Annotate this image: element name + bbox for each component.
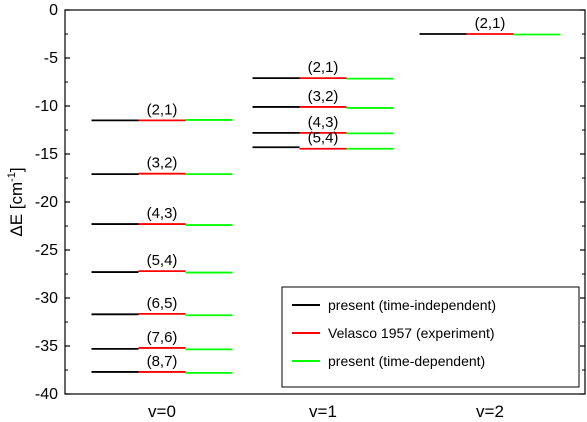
level-label: (3,2)	[308, 88, 339, 105]
level-label: (6,5)	[147, 295, 178, 312]
legend-entry-theory: present (time-independent)	[328, 297, 496, 313]
level-6: (8,7)	[91, 353, 233, 374]
level-label: (4,3)	[308, 114, 339, 131]
x-category-label-1: v=1	[309, 402, 337, 421]
legend-box	[281, 286, 580, 388]
level-10: (5,4)	[252, 130, 394, 150]
level-label: (4,3)	[147, 205, 178, 222]
level-8: (3,2)	[252, 88, 394, 109]
level-11: (2,1)	[419, 15, 561, 36]
y-tick-label-0: 0	[49, 2, 58, 19]
y-axis-label-superscript: -1	[6, 172, 18, 182]
y-axis-label-end: ]	[7, 167, 26, 172]
x-category-label-2: v=2	[476, 402, 504, 421]
legend-entry-td: present (time-dependent)	[328, 353, 485, 369]
level-label: (7,6)	[147, 329, 178, 346]
level-0: (2,1)	[91, 101, 233, 122]
level-5: (7,6)	[91, 329, 233, 351]
level-4: (6,5)	[91, 295, 233, 317]
y-tick-label-1: -5	[44, 50, 58, 67]
y-axis-label-main: ΔE [cm	[7, 182, 26, 237]
y-axis: 0 -5 -10 -15 -20 -25 -30 -35 -40	[35, 2, 585, 403]
y-tick-label-7: -35	[35, 338, 58, 355]
plot-frame	[64, 9, 586, 395]
y-axis-label: ΔE [cm-1]	[6, 167, 26, 236]
y-tick-label-3: -15	[35, 146, 58, 163]
level-label: (5,4)	[308, 130, 339, 147]
level-label: (2,1)	[147, 101, 178, 118]
y-tick-label-4: -20	[35, 194, 58, 211]
level-9: (4,3)	[252, 114, 394, 135]
level-label: (2,1)	[308, 59, 339, 76]
level-7: (2,1)	[252, 59, 394, 80]
level-label: (8,7)	[147, 353, 178, 370]
y-tick-label-5: -25	[35, 242, 58, 259]
legend-entry-experiment: Velasco 1957 (experiment)	[328, 325, 495, 341]
level-3: (5,4)	[91, 252, 233, 274]
y-tick-label-6: -30	[35, 290, 58, 307]
level-label: (5,4)	[147, 252, 178, 269]
y-tick-label-2: -10	[35, 98, 58, 115]
level-label: (3,2)	[147, 155, 178, 172]
energy-levels: (2,1)(3,2)(4,3)(5,4)(6,5)(7,6)(8,7)(2,1)…	[91, 15, 561, 374]
level-label: (2,1)	[475, 15, 506, 32]
x-axis: v=0 v=1 v=2	[148, 402, 504, 421]
x-category-label-0: v=0	[148, 402, 176, 421]
level-1: (3,2)	[91, 155, 233, 176]
legend: present (time-independent) Velasco 1957 (…	[281, 286, 580, 388]
y-tick-label-8: -40	[35, 386, 58, 403]
level-2: (4,3)	[91, 205, 233, 226]
